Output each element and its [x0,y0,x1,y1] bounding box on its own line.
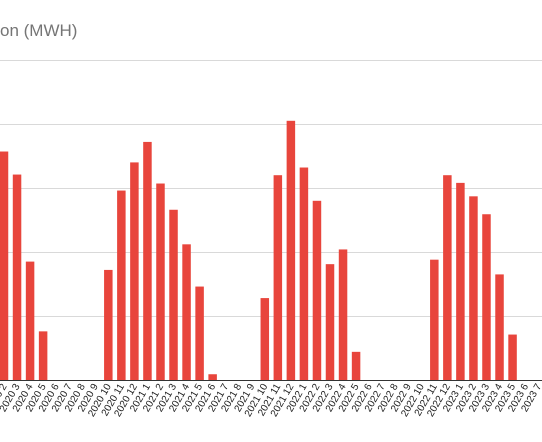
bar [0,151,9,380]
bar [12,174,22,380]
bar [25,261,35,380]
bar [260,298,270,380]
bar [38,331,48,380]
bar [338,249,348,380]
bar [117,190,126,380]
bar [208,374,217,380]
bar [456,182,465,380]
bar [143,141,152,380]
bar [195,286,204,380]
bar [156,183,165,380]
gridlines [0,60,542,317]
bar [482,214,491,380]
bar [508,334,517,380]
bar [351,351,361,380]
bar [130,162,139,380]
bar [495,274,504,380]
bar [299,167,309,380]
bar [169,209,178,380]
bar [430,259,439,380]
chart-title: on (MWH) [0,21,77,40]
bar [443,175,452,380]
bar [104,269,113,380]
bar [312,200,322,380]
bar [469,196,478,380]
bar-series [0,120,517,381]
bar [273,175,283,380]
bar [182,244,191,380]
bar [325,264,335,380]
bar [286,120,296,381]
